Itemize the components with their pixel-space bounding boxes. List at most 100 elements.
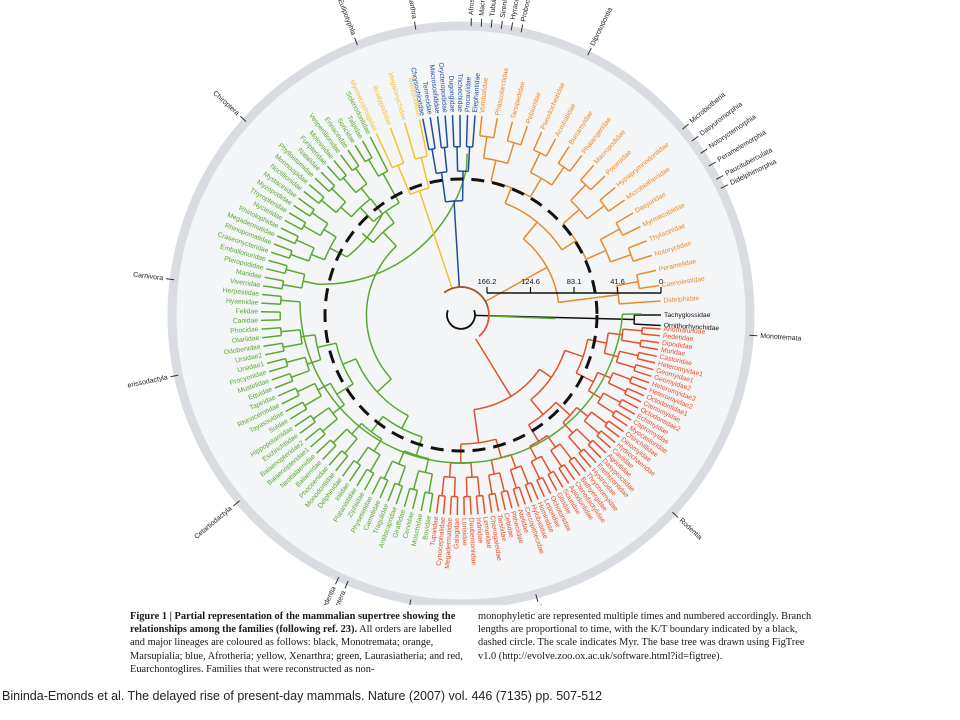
branch bbox=[473, 409, 480, 443]
branch bbox=[361, 140, 373, 159]
branch bbox=[551, 166, 565, 186]
node-arc bbox=[299, 301, 624, 464]
family-label: Lorisidae bbox=[460, 518, 467, 546]
order-label: Perissodactyla bbox=[127, 374, 168, 390]
figure-panel: 166.2 124.6 83.1 41.6 0 Tachyglossidae Ornith… bbox=[127, 0, 815, 685]
branch bbox=[300, 334, 316, 338]
order-tick bbox=[500, 20, 503, 29]
order-label: Probocidea bbox=[520, 0, 534, 22]
branch bbox=[296, 239, 315, 249]
branch bbox=[479, 116, 483, 136]
family-label: Orycteropodidae bbox=[437, 62, 448, 113]
branch bbox=[453, 477, 456, 497]
root-arc bbox=[446, 309, 476, 330]
branch bbox=[619, 300, 661, 305]
branch bbox=[310, 433, 326, 448]
branch bbox=[618, 404, 636, 415]
branch bbox=[583, 420, 600, 434]
branch bbox=[317, 382, 331, 391]
branch bbox=[512, 488, 520, 507]
order-tick bbox=[520, 24, 524, 33]
branch bbox=[311, 253, 325, 261]
caption-right-text: monophyletic are represented multiple ti… bbox=[478, 611, 812, 662]
branch bbox=[608, 199, 626, 212]
branch bbox=[271, 372, 291, 381]
branch bbox=[294, 414, 312, 427]
branch bbox=[373, 438, 383, 452]
order-tick bbox=[170, 374, 179, 378]
branch bbox=[624, 393, 642, 403]
branch bbox=[333, 160, 347, 176]
branch bbox=[451, 115, 455, 147]
branch bbox=[573, 456, 587, 472]
branch bbox=[264, 350, 285, 356]
node-arc bbox=[392, 460, 406, 468]
branch bbox=[469, 496, 472, 515]
branch bbox=[297, 382, 316, 393]
branch bbox=[312, 407, 330, 420]
branch bbox=[536, 479, 546, 498]
branch bbox=[326, 165, 341, 182]
branch bbox=[332, 428, 348, 444]
branch bbox=[317, 342, 337, 349]
order-tick bbox=[239, 115, 247, 122]
branch bbox=[304, 427, 321, 441]
branch bbox=[510, 454, 517, 469]
branch bbox=[293, 204, 311, 217]
branch bbox=[583, 448, 597, 464]
branch bbox=[262, 285, 283, 290]
family-label: Dipodidae bbox=[661, 340, 693, 351]
branch bbox=[576, 428, 592, 444]
caption-title: Figure 1 | Partial representation of the… bbox=[130, 611, 456, 636]
branch bbox=[360, 187, 371, 200]
order-tick bbox=[691, 135, 699, 142]
branch bbox=[383, 460, 394, 479]
caption-left-text: All orders are labelled and major lineag… bbox=[130, 624, 463, 675]
node-arc bbox=[328, 185, 336, 192]
branch bbox=[628, 240, 647, 249]
branch bbox=[639, 284, 659, 290]
branch bbox=[600, 430, 616, 444]
branch bbox=[467, 146, 471, 172]
order-tick bbox=[409, 599, 412, 605]
branch bbox=[428, 473, 434, 494]
branch bbox=[540, 455, 552, 474]
branch bbox=[397, 164, 411, 195]
branch bbox=[631, 375, 650, 384]
branch bbox=[401, 415, 409, 429]
branch bbox=[342, 177, 357, 193]
branch bbox=[262, 334, 282, 339]
family-label: Megadermatidae bbox=[444, 517, 454, 569]
branch bbox=[382, 231, 397, 247]
order-tick bbox=[510, 22, 514, 31]
node-arc bbox=[633, 364, 637, 371]
branch bbox=[389, 127, 405, 164]
order-tick bbox=[682, 123, 689, 130]
branch bbox=[616, 361, 636, 369]
branch bbox=[363, 472, 375, 491]
family-label: Lemuridae bbox=[481, 516, 492, 549]
branch bbox=[476, 476, 481, 496]
node-arc bbox=[530, 171, 553, 186]
order-label: Sirenia bbox=[500, 0, 510, 18]
branch bbox=[274, 380, 293, 389]
node-arc bbox=[603, 332, 609, 354]
branch bbox=[440, 172, 447, 203]
mammalian-supertree: 166.2 124.6 83.1 41.6 0 Tachyglossidae Ornith… bbox=[127, 0, 802, 605]
branch bbox=[570, 184, 587, 202]
node-arc bbox=[335, 201, 347, 213]
branch bbox=[268, 259, 288, 267]
branch bbox=[530, 461, 541, 480]
branch bbox=[580, 164, 595, 181]
branch bbox=[642, 326, 661, 330]
node-arc bbox=[372, 222, 395, 243]
stem-arc-upper bbox=[443, 286, 489, 309]
branch bbox=[335, 455, 349, 472]
branch bbox=[315, 439, 332, 454]
branch bbox=[277, 235, 296, 245]
order-label: Macroscelidea bbox=[479, 0, 489, 16]
order-label: Lagomorpha bbox=[535, 604, 552, 605]
order-tick bbox=[490, 19, 493, 28]
branch bbox=[490, 160, 497, 182]
branch bbox=[268, 365, 288, 373]
